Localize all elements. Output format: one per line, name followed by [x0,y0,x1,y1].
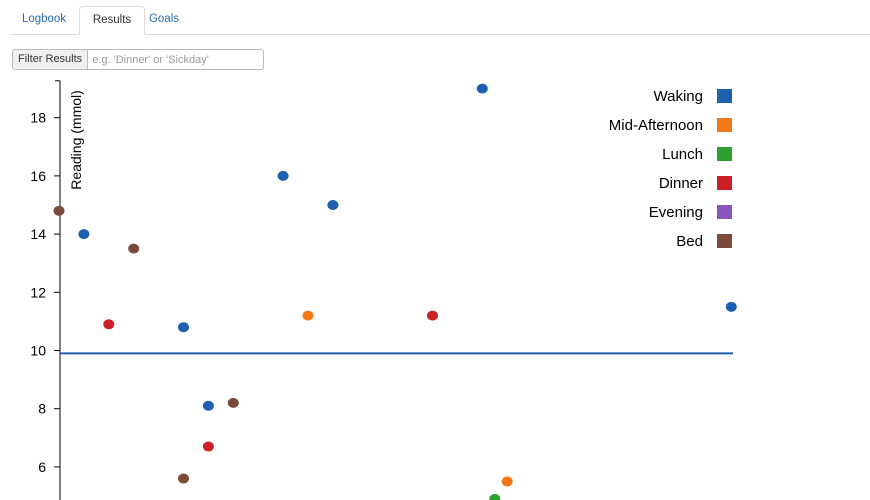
legend-swatch [717,176,732,190]
data-point-waking[interactable] [78,229,90,240]
filter-input[interactable] [88,49,265,70]
tab-bar: Logbook Results Goals [10,6,870,35]
data-point-waking[interactable] [178,322,189,333]
legend-label: Dinner [659,175,703,192]
data-point-dinner[interactable] [103,319,115,330]
y-tick-label: 14 [30,226,46,242]
data-points [53,83,737,500]
legend-swatch [717,205,732,219]
y-tick-label: 6 [38,459,46,475]
data-point-waking[interactable] [476,83,488,94]
data-point-dinner[interactable] [202,441,214,452]
data-point-bed[interactable] [227,397,239,408]
y-axis: 6 8 10 12 14 16 18 [30,80,61,500]
data-point-mid-afternoon[interactable] [501,476,513,487]
filter-results-button[interactable]: Filter Results [12,49,89,70]
legend-label: Lunch [662,146,703,163]
legend-label: Evening [649,204,703,221]
data-point-bed[interactable] [53,205,65,216]
filter-group: Filter Results [12,49,265,70]
data-point-bed[interactable] [128,243,140,254]
legend-swatch [717,89,732,103]
tab-logbook[interactable]: Logbook [21,13,67,25]
data-point-lunch[interactable] [489,493,501,500]
data-point-waking[interactable] [202,400,214,411]
data-point-waking[interactable] [725,301,737,312]
legend-swatch [717,147,732,161]
data-point-mid-afternoon[interactable] [302,310,314,321]
legend-swatch [717,234,732,248]
y-tick-label: 12 [30,284,46,300]
legend-swatch [717,118,732,132]
legend-label: Bed [676,233,703,250]
y-tick-label: 10 [30,343,46,359]
legend-label: Waking [654,88,703,105]
y-axis-label: Reading (mmol) [68,90,84,190]
y-tick-label: 18 [30,110,46,126]
tab-results[interactable]: Results [79,6,145,35]
y-tick-label: 8 [38,401,46,417]
data-point-bed[interactable] [178,473,189,484]
y-tick-label: 16 [30,168,46,184]
data-point-waking[interactable] [327,200,339,210]
legend: Waking Mid-Afternoon Lunch Dinner Evening Bed [609,88,732,250]
tab-goals[interactable]: Goals [148,13,180,25]
legend-label: Mid-Afternoon [609,117,703,134]
data-point-waking[interactable] [277,170,289,181]
data-point-dinner[interactable] [427,310,438,321]
